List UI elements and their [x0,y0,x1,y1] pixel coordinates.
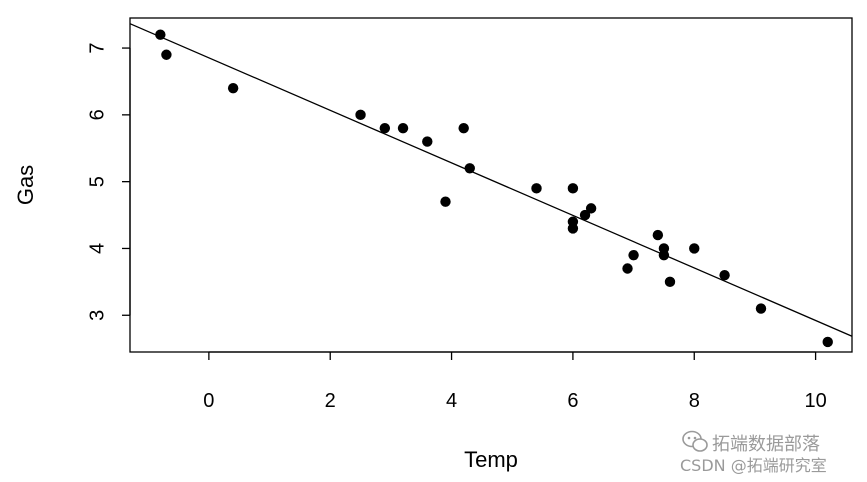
x-tick-label: 6 [567,390,578,412]
watermark-line1: 拓端数据部落 [712,434,820,455]
plot-frame [129,17,853,353]
data-point-6 [397,123,409,134]
data-point-14 [567,223,579,234]
y-tick-label: 5 [86,176,108,187]
data-point-11 [531,183,542,194]
watermark: 拓端数据部落 CSDN @拓端研究室 [680,430,827,475]
x-tick-label: 8 [689,390,700,412]
data-point-7 [422,136,433,147]
y-axis: 3 4 5 6 7 [86,42,131,321]
data-point-16 [585,203,597,214]
data-point-19 [652,229,664,241]
data-point-8 [440,196,451,207]
data-point-10 [464,163,475,174]
y-tick-label: 6 [86,109,108,120]
data-point-4 [355,109,366,121]
y-tick-label: 7 [86,42,108,53]
y-tick-label: 4 [86,243,108,254]
x-axis-title: Temp [464,447,518,472]
data-point-21 [658,249,670,261]
data-point-2 [161,49,172,60]
data-point-25 [755,303,767,314]
data-point-5 [379,123,391,134]
x-axis: 0 2 4 6 8 10 [203,351,827,412]
y-axis-title: Gas [13,165,38,205]
data-point-9 [458,123,469,134]
wechat-icon [682,430,708,452]
x-tick-label: 10 [804,390,826,412]
data-point-24 [719,269,730,281]
data-point-3 [227,82,239,94]
data-point-12 [567,183,579,194]
data-point-18 [628,249,639,261]
regression-line [129,23,853,337]
data-point-26 [822,336,833,348]
data-point-1 [155,29,166,40]
watermark-line2: CSDN @拓端研究室 [680,456,827,475]
data-point-23 [689,243,700,254]
data-point-15 [579,209,591,221]
data-point-22 [664,276,676,288]
y-tick-label: 3 [86,310,108,321]
x-tick-label: 4 [446,390,457,412]
x-tick-label: 0 [203,390,214,412]
x-tick-label: 2 [325,390,336,412]
data-point-17 [622,263,633,274]
